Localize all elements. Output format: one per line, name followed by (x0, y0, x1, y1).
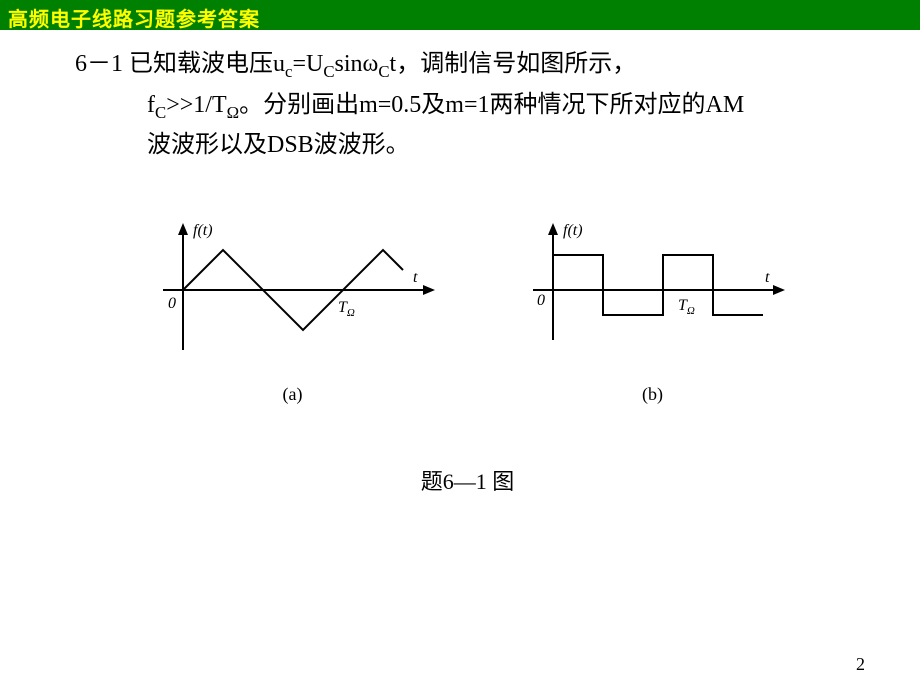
figure-a-svg: f(t) 0 t TΩ (143, 220, 443, 360)
figure-b-wrap: f(t) 0 t TΩ (b) (513, 220, 793, 409)
figure-a-caption: (a) (143, 380, 443, 409)
fa-xlabel: t (413, 269, 418, 286)
figures-row: f(t) 0 t TΩ (a) f(t) 0 t TΩ (75, 220, 860, 409)
problem-line-1: 6－1 已知载波电压uc=UCsinωCt，调制信号如图所示， (75, 45, 860, 86)
content-area: 6－1 已知载波电压uc=UCsinωCt，调制信号如图所示， fC>>1/TΩ… (0, 30, 920, 499)
fb-origin: 0 (537, 292, 545, 309)
fa-ylabel: f(t) (193, 222, 213, 239)
figure-b-svg: f(t) 0 t TΩ (513, 220, 793, 360)
fa-period: TΩ (338, 299, 355, 319)
problem-line-2: fC>>1/TΩ。分别画出m=0.5及m=1两种情况下所对应的AM (75, 86, 860, 127)
fb-xlabel: t (765, 269, 770, 286)
figure-caption: 题6—1 图 (75, 464, 860, 499)
fb-ylabel: f(t) (563, 222, 583, 239)
problem-line-3: 波波形以及DSB波波形。 (75, 126, 860, 164)
header-text: 高频电子线路习题参考答案 (8, 9, 260, 31)
fb-period: TΩ (678, 297, 695, 317)
figure-b-caption: (b) (513, 380, 793, 409)
fa-origin: 0 (168, 295, 176, 312)
page-header: 高频电子线路习题参考答案 (0, 0, 920, 30)
problem-number: 6－1 (75, 51, 123, 77)
page-number: 2 (856, 654, 865, 675)
figure-a-wrap: f(t) 0 t TΩ (a) (143, 220, 443, 409)
